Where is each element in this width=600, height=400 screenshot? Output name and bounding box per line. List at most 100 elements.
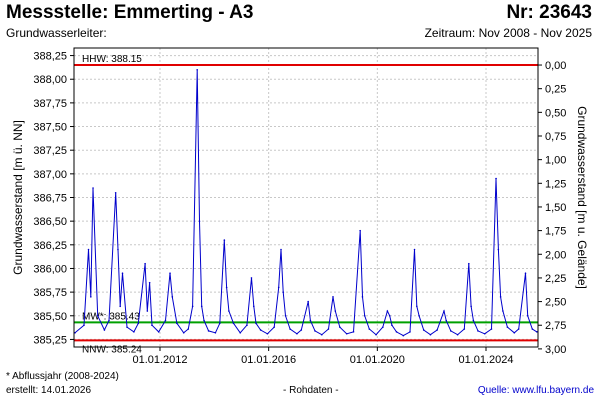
y-tick-label: 386,50 xyxy=(33,216,67,228)
y-tick-label: 387,50 xyxy=(33,122,67,134)
data-point xyxy=(526,314,529,317)
y2-tick-label: 0,75 xyxy=(545,131,566,143)
data-point xyxy=(96,314,99,317)
data-point xyxy=(524,272,527,274)
y-tick-label: 385,50 xyxy=(33,311,67,323)
y2-tick-label: 0,50 xyxy=(545,107,566,119)
data-point xyxy=(499,296,502,298)
data-point xyxy=(108,319,110,322)
data-point xyxy=(133,331,135,333)
x-tick-label: 01.01.2024 xyxy=(458,354,513,366)
data-point xyxy=(443,310,445,312)
y-tick-label: 387,75 xyxy=(33,98,67,110)
y-tick-label: 386,00 xyxy=(33,263,67,275)
data-point xyxy=(463,328,466,330)
aquifer-label: Grundwasserleiter: xyxy=(6,26,107,40)
data-point xyxy=(513,332,516,334)
data-point xyxy=(361,296,364,298)
y2-tick-label: 1,75 xyxy=(545,226,566,238)
data-point xyxy=(126,326,128,328)
data-point xyxy=(327,328,330,330)
data-point xyxy=(114,191,117,194)
y-axis-label-right: Grundwasserstand [m u. Gelände] xyxy=(575,106,589,289)
data-point xyxy=(246,324,248,327)
data-point xyxy=(497,248,500,251)
data-point xyxy=(450,330,452,332)
data-point xyxy=(307,300,309,303)
data-point xyxy=(176,322,178,325)
x-axis: 01.01.2012 01.01.2016 01.01.2020 01.01.2024 xyxy=(132,347,514,366)
data-point xyxy=(266,332,269,335)
data-point xyxy=(218,322,221,325)
y-tick-label: 388,25 xyxy=(33,51,67,63)
data-point xyxy=(483,332,486,335)
data-point xyxy=(92,187,94,189)
created-date: erstellt: 14.01.2026 xyxy=(6,385,92,396)
data-point xyxy=(182,332,185,334)
page-title: Messstelle: Emmerting - A3 xyxy=(6,2,254,23)
data-point xyxy=(225,286,228,289)
data-point xyxy=(470,305,472,308)
data-point xyxy=(495,177,497,180)
data-point xyxy=(300,329,303,331)
source-link[interactable]: Quelle: www.lfu.bayern.de xyxy=(477,385,594,396)
y-tick-label: 385,25 xyxy=(33,334,67,346)
data-point xyxy=(477,330,479,332)
data-point xyxy=(456,333,459,336)
data-point xyxy=(214,332,217,334)
y2-tick-label: 1,50 xyxy=(545,202,566,214)
data-point xyxy=(436,329,438,331)
y2-tick-label: 1,25 xyxy=(545,178,566,190)
series-layer xyxy=(74,68,538,337)
data-point xyxy=(207,330,210,332)
y2-tick-label: 3,00 xyxy=(545,344,566,356)
data-point xyxy=(250,277,253,279)
data-point xyxy=(151,324,153,327)
period-label: Zeitraum: Nov 2008 - Nov 2025 xyxy=(424,26,592,40)
data-point xyxy=(137,322,140,325)
data-point xyxy=(472,319,475,322)
data-point xyxy=(252,305,255,308)
data-point xyxy=(352,331,355,333)
data-point xyxy=(416,305,418,308)
data-point xyxy=(386,310,389,312)
data-point xyxy=(502,310,504,312)
data-point xyxy=(506,326,509,328)
data-point xyxy=(203,319,205,322)
data-point xyxy=(280,248,282,251)
y-tick-label: 387,25 xyxy=(33,145,67,157)
data-point xyxy=(320,333,323,336)
footnote: * Abflussjahr (2008-2024) xyxy=(6,371,119,382)
data-point xyxy=(144,262,146,265)
data-point xyxy=(382,326,384,328)
data-point xyxy=(368,328,371,330)
data-point xyxy=(146,310,149,312)
data-point xyxy=(468,262,470,265)
data-point xyxy=(200,305,203,308)
y2-tick-label: 0,00 xyxy=(545,60,566,72)
y-tick-label: 385,75 xyxy=(33,287,67,299)
data-point xyxy=(531,328,534,330)
y2-tick-label: 1,00 xyxy=(545,155,566,167)
data-point xyxy=(363,314,366,317)
data-point xyxy=(198,220,201,222)
y2-tick-label: 2,75 xyxy=(545,320,566,332)
hhw-label: HHW: 388.15 xyxy=(82,54,142,65)
data-point xyxy=(517,328,520,330)
x-tick-label: 01.01.2020 xyxy=(350,354,405,366)
data-point xyxy=(169,272,171,274)
data-point xyxy=(83,324,85,327)
data-point xyxy=(196,68,198,71)
data-point xyxy=(339,326,341,328)
data-point xyxy=(232,322,235,325)
data-point xyxy=(187,328,190,330)
data-point xyxy=(171,296,174,298)
data-point xyxy=(117,248,119,251)
data-point xyxy=(345,332,348,335)
data-point xyxy=(332,296,334,298)
data-point xyxy=(445,319,448,322)
data-point xyxy=(402,334,405,337)
mw-label: MW*: 385.43 xyxy=(82,311,140,322)
x-tick-label: 01.01.2016 xyxy=(241,354,296,366)
